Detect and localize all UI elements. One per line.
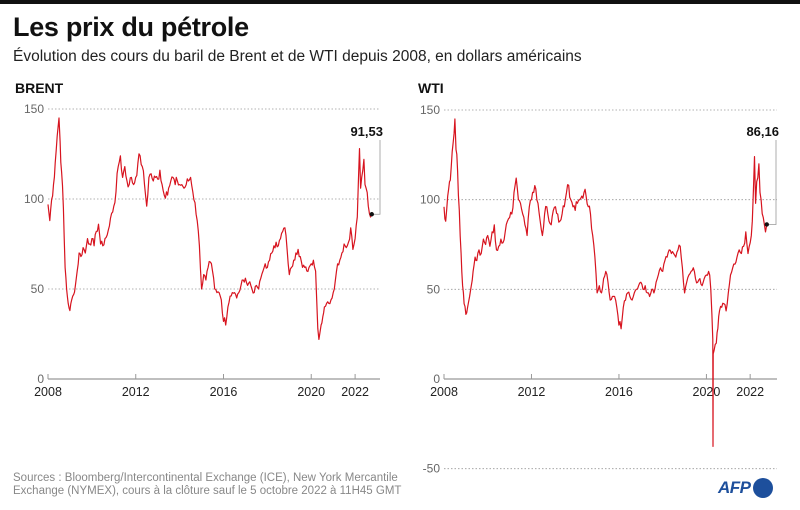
brent-y-tick-label: 50 [31, 282, 45, 296]
wti-last-value-label: 86,16 [746, 124, 779, 139]
brent-y-tick-label: 0 [37, 372, 44, 386]
wti-callout-leader [766, 140, 777, 225]
wti-chart-title: WTI [418, 80, 444, 96]
afp-logo-dot-icon [752, 478, 773, 498]
brent-callout-leader [371, 140, 381, 215]
wti-last-point [764, 222, 769, 227]
wti-y-tick-label: 100 [420, 193, 440, 207]
brent-y-tick-label: 100 [24, 192, 44, 206]
brent-x-tick-label: 2022 [341, 385, 369, 399]
afp-logo-text: AFP [718, 478, 751, 497]
brent-x-tick-label: 2008 [34, 385, 62, 399]
wti-y-tick-label: 50 [427, 282, 441, 296]
brent-x-tick-label: 2016 [210, 385, 238, 399]
brent-chart-title: BRENT [15, 80, 64, 96]
wti-x-tick-label: 2022 [736, 385, 764, 399]
afp-logo: AFP [718, 478, 773, 498]
brent-last-value-label: 91,53 [350, 124, 383, 139]
wti-x-tick-label: 2012 [518, 385, 546, 399]
page-title: Les prix du pétrole [13, 12, 249, 42]
brent-x-tick-label: 2020 [297, 385, 325, 399]
wti-x-tick-label: 2020 [693, 385, 721, 399]
brent-price-line [47, 117, 373, 340]
wti-x-tick-label: 2008 [430, 385, 458, 399]
brent-y-tick-label: 150 [24, 102, 44, 116]
source-note: Sources : Bloomberg/Intercontinental Exc… [13, 472, 413, 498]
wti-y-tick-label: 150 [420, 103, 440, 117]
wti-x-tick-label: 2016 [605, 385, 633, 399]
wti-y-tick-label: 0 [433, 372, 440, 386]
wti-price-line [443, 118, 768, 447]
page-subtitle: Évolution des cours du baril de Brent et… [13, 48, 582, 65]
brent-last-point [369, 212, 374, 217]
brent-x-tick-label: 2012 [122, 385, 150, 399]
source-line-2: Exchange (NYMEX), cours à la clôture sau… [13, 485, 402, 497]
source-line-1: Sources : Bloomberg/Intercontinental Exc… [13, 472, 398, 484]
wti-y-tick-label: -50 [423, 462, 441, 476]
top-rule [0, 0, 800, 4]
